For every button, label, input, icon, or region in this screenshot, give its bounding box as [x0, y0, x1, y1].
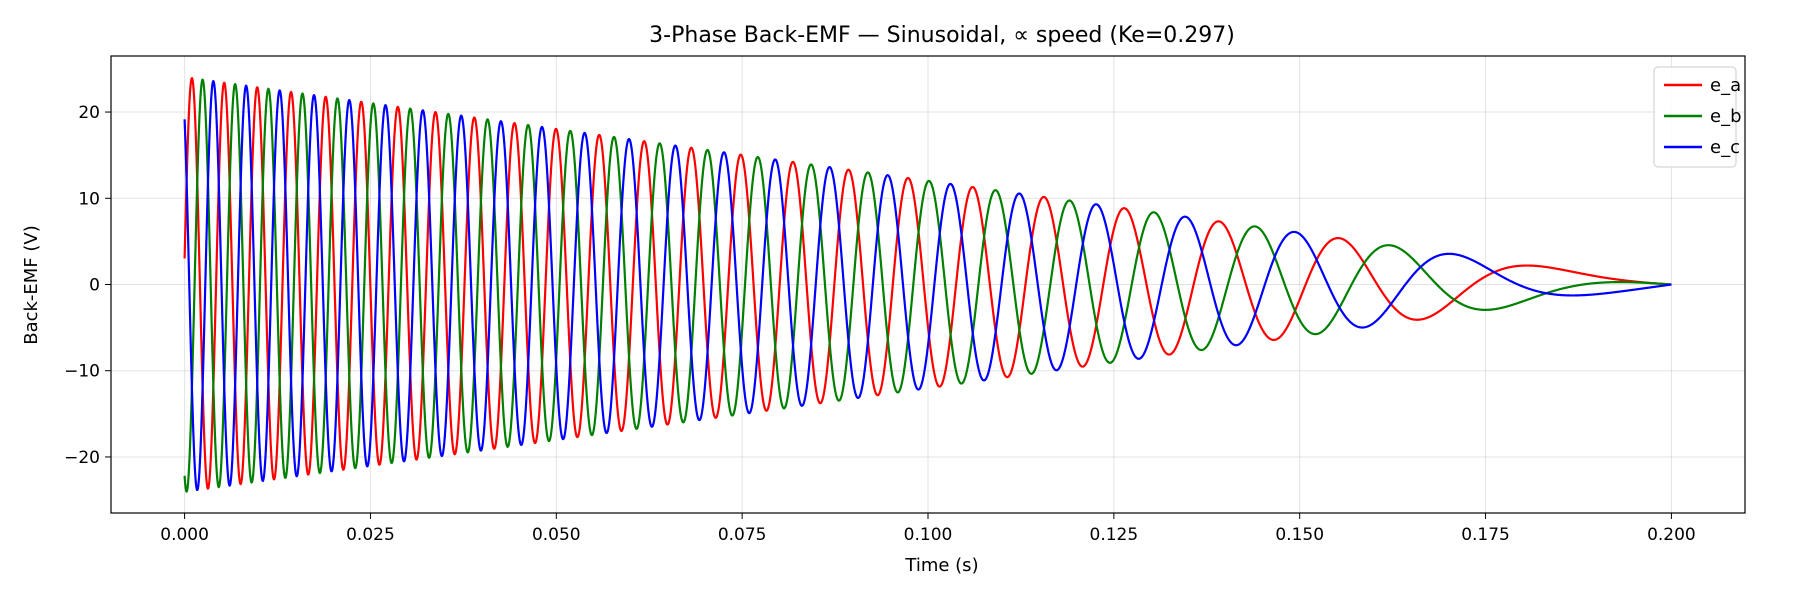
x-tick-label: 0.050 [532, 525, 581, 545]
chart-title: 3-Phase Back-EMF — Sinusoidal, ∝ speed (… [649, 23, 1235, 48]
y-tick-label: 0 [89, 276, 100, 296]
y-tick-label: −20 [64, 448, 100, 468]
series-line-e-c [183, 79, 1673, 492]
x-tick-label: 0.150 [1275, 525, 1324, 545]
legend-label-e-a: e_a [1710, 75, 1741, 96]
y-tick-label: 20 [78, 103, 100, 123]
legend-label-e-c: e_c [1710, 137, 1740, 158]
x-tick-label: 0.125 [1090, 525, 1139, 545]
x-tick-label: 0.175 [1461, 525, 1510, 545]
series-line-e-b [183, 78, 1673, 493]
grid [111, 56, 1745, 513]
legend: e_a e_b e_c [1653, 66, 1742, 168]
x-tick-label: 0.075 [718, 525, 767, 545]
y-tick-label: −10 [64, 362, 100, 382]
y-axis-label: Back-EMF (V) [21, 225, 42, 345]
x-tick-label: 0.000 [160, 525, 209, 545]
series-layer [183, 77, 1673, 493]
series-line-e-a [183, 77, 1673, 490]
legend-label-e-b: e_b [1710, 106, 1742, 127]
ticks: 0.000 0.025 0.050 0.075 0.100 0.125 0.150 0.175… [64, 103, 1696, 545]
x-axis-label: Time (s) [904, 555, 978, 576]
y-tick-label: 10 [78, 189, 100, 209]
x-tick-label: 0.025 [346, 525, 395, 545]
x-tick-label: 0.200 [1647, 525, 1696, 545]
x-tick-label: 0.100 [904, 525, 953, 545]
